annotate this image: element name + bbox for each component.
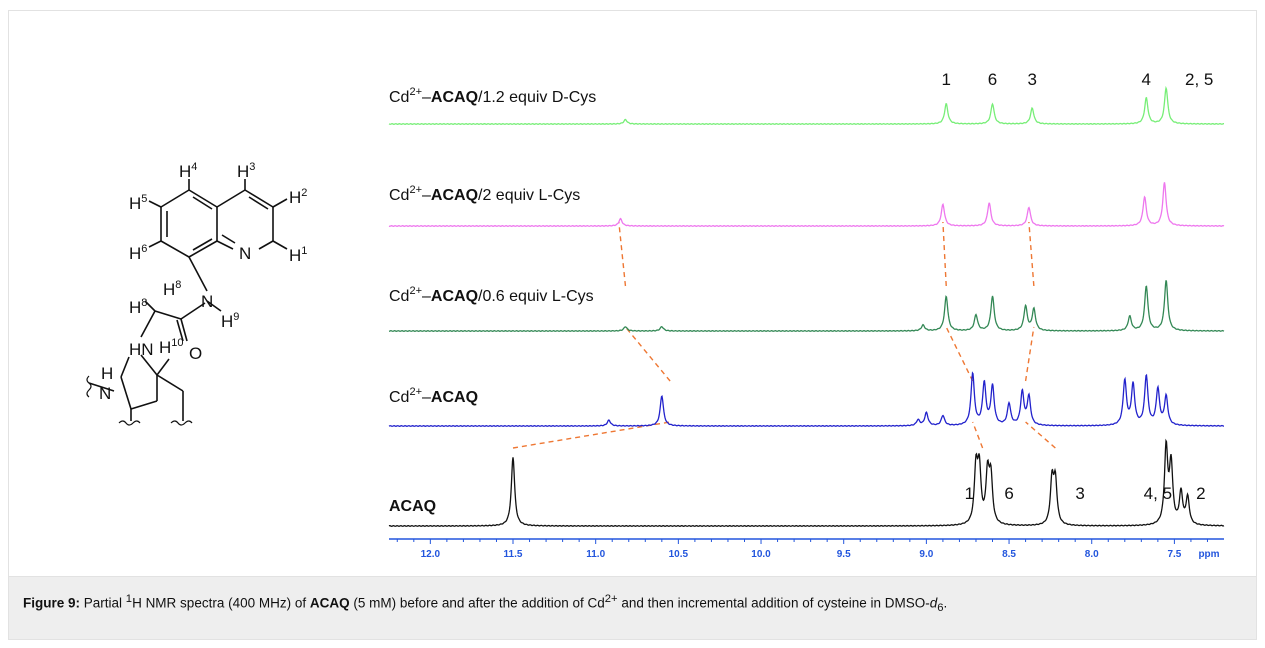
correlation-line-7 — [1024, 326, 1035, 382]
label-hn: HN — [129, 340, 154, 359]
caption-solvent-sub: 6 — [937, 602, 944, 615]
correlation-line-8 — [1028, 221, 1035, 287]
spectrum-label-1: Cd2+–ACAQ/2 equiv L-Cys — [389, 184, 580, 204]
correlation-line-6 — [1025, 421, 1056, 449]
spectrum-trace-2 — [388, 280, 1225, 332]
axis-tick-label-4: 10.0 — [751, 549, 771, 560]
caption-label: Figure 9: — [23, 595, 81, 611]
caption-sup-1: 1 — [125, 593, 133, 605]
figure-caption: Figure 9: Partial 1H NMR spectra (400 MH… — [9, 576, 1256, 639]
spectrum-label-2: Cd2+–ACAQ/0.6 equiv L-Cys — [389, 285, 594, 305]
label-h3: H3 — [237, 161, 255, 181]
axis-unit-label: ppm — [1198, 549, 1219, 560]
axis-tick-label-5: 9.5 — [837, 549, 851, 560]
caption-text-3: (5 mM) before and after the addition of … — [349, 595, 605, 611]
spectrum-trace-0 — [388, 85, 1225, 125]
correlation-line-3 — [972, 421, 984, 449]
acaq-structure: H4 H3 H2 H5 H6 H1 N H8 H8 N H9 HN H10 O … — [86, 161, 307, 426]
label-h9: H9 — [221, 311, 239, 331]
label-h8b: H8 — [129, 297, 147, 317]
label-n-amide: N — [201, 292, 213, 311]
assignment-4-1: 6 — [1004, 484, 1013, 503]
assignment-0-4: 2, 5 — [1185, 70, 1213, 89]
caption-text-5: . — [943, 595, 948, 611]
assignment-0-3: 4 — [1142, 70, 1151, 89]
axis-tick-label-0: 12.0 — [421, 549, 441, 560]
squiggle-bottom-2 — [170, 420, 193, 426]
label-h5: H5 — [129, 193, 147, 213]
caption-text-4: and then incremental addition of cystein… — [617, 595, 930, 611]
spectrum-trace-3 — [388, 371, 1225, 427]
caption-sup-2: 2+ — [604, 593, 618, 605]
assignment-0-1: 6 — [988, 70, 997, 89]
correlation-line-4 — [945, 326, 974, 382]
axis-tick-label-3: 10.5 — [669, 549, 689, 560]
label-n-left: N — [99, 384, 111, 403]
assignment-4-0: 1 — [965, 484, 974, 503]
axis-tick-label-8: 8.0 — [1085, 549, 1099, 560]
structure-labels: H4 H3 H2 H5 H6 H1 N H8 H8 N H9 HN H10 O … — [99, 161, 307, 403]
figure-area: H4 H3 H2 H5 H6 H1 N H8 H8 N H9 HN H10 O … — [9, 11, 1256, 576]
squiggle-left — [86, 375, 92, 398]
correlation-lines — [512, 221, 1056, 449]
correlation-line-5 — [942, 221, 947, 287]
caption-text-2: H NMR spectra (400 MHz) of — [132, 595, 310, 611]
spectrum-trace-1 — [388, 182, 1225, 227]
caption-solvent-italic: d — [929, 595, 938, 611]
axis-tick-label-6: 9.0 — [919, 549, 933, 560]
assignment-0-2: 3 — [1027, 70, 1036, 89]
axis-tick-label-2: 11.0 — [586, 549, 605, 560]
correlation-line-2 — [618, 221, 627, 287]
ppm-axis: 12.0 11.5 11.0 10.5 10.0 9.5 9.0 8.5 8.0 7.5 ppm — [389, 538, 1224, 560]
label-o: O — [189, 344, 202, 363]
spectra-traces — [388, 85, 1225, 527]
structure-bonds — [88, 179, 288, 413]
label-h1: H1 — [289, 245, 307, 265]
label-h4: H4 — [179, 161, 197, 181]
spectra-labels: Cd2+–ACAQ/1.2 equiv D-Cys 1 6 3 4 2, 5 Cd2+–AC… — [389, 70, 1213, 515]
label-h6: H6 — [129, 243, 147, 263]
assignment-4-4: 2 — [1196, 484, 1205, 503]
nmr-spectra: Cd2+–ACAQ/1.2 equiv D-Cys 1 6 3 4 2, 5 Cd2+–AC… — [388, 70, 1225, 560]
spectrum-label-0: Cd2+–ACAQ/1.2 equiv D-Cys — [389, 86, 596, 106]
figure-frame: H4 H3 H2 H5 H6 H1 N H8 H8 N H9 HN H10 O … — [8, 10, 1257, 640]
label-h-top: H — [101, 364, 113, 383]
label-n-ring: N — [239, 244, 251, 263]
spectrum-label-3: Cd2+–ACAQ — [389, 386, 478, 406]
axis-tick-label-7: 8.5 — [1002, 549, 1016, 560]
correlation-line-1 — [624, 326, 671, 382]
axis-tick-label-1: 11.5 — [504, 549, 523, 560]
spectrum-label-4: ACAQ — [389, 498, 436, 515]
assignment-4-2: 3 — [1075, 484, 1084, 503]
squiggle-bottom-1 — [118, 420, 141, 426]
label-h8a: H8 — [163, 279, 181, 299]
assignment-0-0: 1 — [941, 70, 950, 89]
caption-compound: ACAQ — [309, 595, 350, 611]
spectrum-trace-4 — [388, 438, 1225, 527]
assignment-4-3: 4, 5 — [1144, 484, 1172, 503]
caption-text-1: Partial — [80, 595, 126, 611]
axis-tick-label-9: 7.5 — [1167, 549, 1181, 560]
label-h10: H10 — [159, 337, 184, 357]
label-h2: H2 — [289, 187, 307, 207]
